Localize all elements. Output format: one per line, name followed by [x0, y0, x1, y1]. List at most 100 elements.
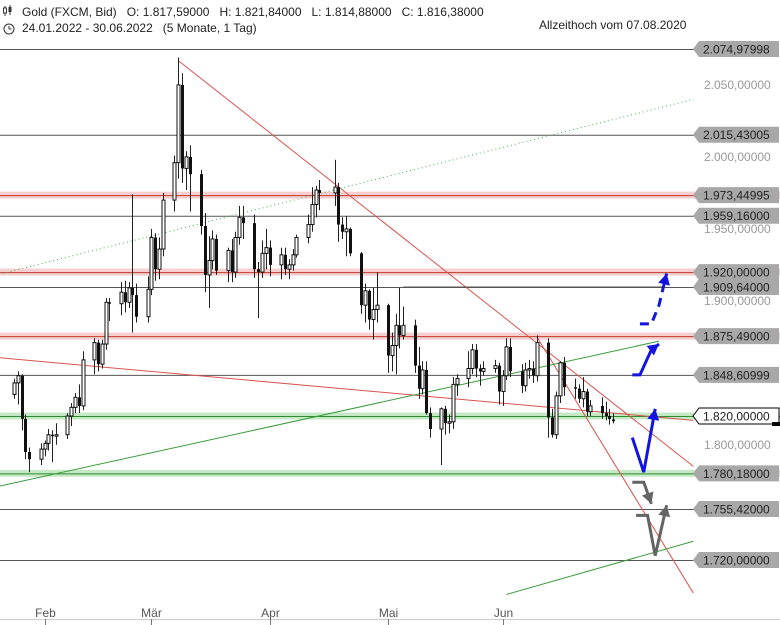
- candlestick: [54, 423, 59, 445]
- level-label-text: 1.909,64000: [703, 280, 770, 294]
- candlestick: [363, 283, 368, 323]
- candlestick: [574, 378, 577, 399]
- trendline: [177, 60, 694, 467]
- ohlc-readout: O: 1.817,59000 H: 1.821,84000 L: 1.814,8…: [126, 5, 484, 19]
- candle-body: [157, 248, 162, 270]
- candlestick: [69, 403, 74, 427]
- candlestick: [444, 405, 447, 435]
- candlestick: [504, 338, 509, 381]
- trendline: [536, 336, 694, 594]
- trendlines: [0, 60, 694, 595]
- level-label-text: 1.820,00000: [703, 410, 770, 424]
- chart-type-icon[interactable]: [3, 5, 12, 16]
- instrument-name: Gold (FXCM, Bid): [22, 5, 117, 19]
- scenario-arrowhead: [647, 408, 660, 421]
- candlestick: [237, 205, 242, 245]
- time-axis: Feb Mär Apr Mai Jun: [0, 606, 780, 625]
- scenario-arrowhead: [642, 491, 654, 504]
- candle-body: [294, 237, 299, 256]
- level-label: 1.973,44995: [693, 187, 779, 204]
- candlestick: [233, 231, 238, 278]
- candle-body: [204, 226, 207, 275]
- trendline: [506, 540, 694, 595]
- candlestick: [124, 280, 127, 313]
- candle-body: [493, 365, 498, 370]
- price-axis: 2.050,00000 2.000,00000 1.950,00000 1.900,0…: [704, 78, 771, 452]
- candlestick: [100, 339, 105, 369]
- candlestick: [479, 364, 482, 386]
- scenario-path: [639, 273, 669, 326]
- candle-body: [233, 237, 238, 273]
- candle-body: [181, 84, 184, 169]
- y-tick-label: 1.900,00000: [704, 294, 771, 308]
- candle-body: [215, 238, 218, 271]
- candlestick: [418, 346, 421, 399]
- candle-body: [51, 434, 54, 437]
- candlestick: [51, 430, 54, 463]
- candle-body: [574, 387, 577, 389]
- candle-body: [172, 162, 177, 201]
- candlestick: [204, 213, 207, 293]
- month-label: Feb: [35, 606, 56, 620]
- candlestick: [337, 182, 340, 242]
- candle-body: [581, 391, 586, 400]
- candle-body: [314, 189, 319, 205]
- level-label: 1.755,42000: [693, 500, 779, 517]
- candle-body: [146, 288, 151, 318]
- all-time-high-note: Allzeithoch vom 07.08.2020: [539, 18, 687, 32]
- candle-body: [414, 325, 417, 366]
- candlestick: [398, 287, 401, 349]
- candle-body: [21, 375, 24, 419]
- candle-body: [16, 375, 21, 384]
- period-info: (5 Monate, 1 Tag): [162, 21, 257, 35]
- candlestick: [207, 236, 212, 309]
- candlestick: [532, 361, 535, 383]
- candlestick: [535, 335, 540, 382]
- candlestick: [231, 238, 234, 283]
- candlestick: [341, 217, 344, 239]
- candlestick: [601, 397, 604, 419]
- candle-body: [475, 349, 478, 369]
- candle-body: [73, 396, 78, 408]
- candlestick: [135, 283, 138, 323]
- candlestick: [344, 215, 349, 257]
- scenario-arrowhead: [658, 273, 670, 286]
- candle-body: [189, 156, 192, 175]
- chart-title-line: Gold (FXCM, Bid) O: 1.817,59000 H: 1.821…: [22, 5, 484, 19]
- trendline: [0, 98, 694, 275]
- candle-body: [523, 369, 528, 387]
- candle-body: [310, 203, 315, 226]
- candle-body: [242, 217, 245, 224]
- candlestick: [509, 338, 512, 378]
- candlestick: [368, 289, 371, 330]
- candle-body: [466, 368, 471, 380]
- candlestick: [181, 73, 184, 183]
- candlestick: [279, 247, 284, 280]
- level-label-text: 1.973,44995: [703, 189, 770, 203]
- candlestick: [498, 362, 501, 405]
- candle-body: [578, 388, 581, 399]
- candlestick: [558, 361, 563, 404]
- level-label-text: 2.015,43005: [703, 128, 770, 142]
- clock-icon[interactable]: [3, 23, 15, 35]
- scenario-arrowhead: [646, 344, 660, 356]
- level-label: 1.820,00000: [692, 407, 780, 427]
- candle-body: [558, 362, 563, 397]
- candle-body: [398, 325, 401, 336]
- candlestick: [146, 276, 151, 323]
- candle-body: [371, 308, 376, 321]
- month-label: Mai: [379, 606, 398, 620]
- candle-body: [498, 365, 501, 392]
- candlestick: [269, 240, 272, 277]
- candlestick: [318, 179, 321, 211]
- candlestick: [21, 374, 24, 431]
- month-label: Jun: [494, 606, 513, 620]
- candlestick: [81, 351, 86, 411]
- candle-body: [161, 199, 166, 250]
- candlestick: [97, 339, 100, 372]
- candlestick: [523, 362, 528, 392]
- candlestick: [39, 443, 44, 465]
- level-label-text: 1.755,42000: [703, 502, 770, 516]
- level-label-box: [693, 207, 779, 224]
